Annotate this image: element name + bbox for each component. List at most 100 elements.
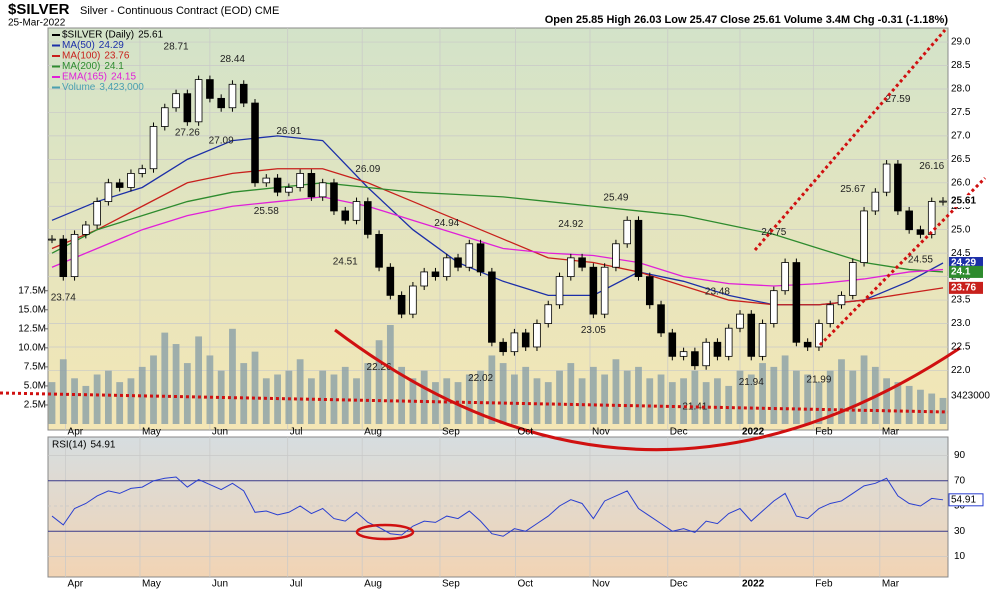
- price-annotation: 27.59: [885, 94, 910, 105]
- volume-bar: [894, 382, 902, 424]
- candle: [600, 266, 609, 315]
- x-tick-label: Aug: [364, 427, 382, 438]
- volume-bar: [792, 370, 800, 424]
- candle: [826, 304, 834, 324]
- x-tick-label: 2022: [742, 427, 765, 438]
- candle: [161, 107, 169, 127]
- candle: [894, 163, 902, 212]
- candle: [465, 243, 474, 268]
- rsi-line: [51, 476, 944, 537]
- candle: [488, 271, 496, 343]
- candle: [172, 93, 180, 109]
- rsi-tick-label: 10: [954, 551, 966, 562]
- x-tick-label: Sep: [442, 427, 460, 438]
- rsi-tick-label: 90: [954, 450, 966, 461]
- value-tag: [949, 195, 983, 208]
- legend-value: 24.1: [104, 61, 124, 72]
- volume-bar: [195, 336, 203, 424]
- volume-bar: [781, 355, 789, 424]
- rsi-panel: [47, 436, 949, 578]
- y-tick-label: 25.0: [951, 224, 971, 235]
- legend-value: 23.76: [104, 51, 129, 62]
- candle: [758, 323, 767, 357]
- rsi-tick-label: 30: [954, 526, 966, 537]
- candle: [149, 126, 158, 170]
- volume-bar: [82, 385, 90, 424]
- rsi-x-tick-label: Sep: [442, 579, 460, 590]
- price-annotation: 23.74: [51, 292, 76, 303]
- volume-bar: [116, 382, 124, 424]
- volume-bar: [364, 363, 372, 424]
- y-tick-label: 23.0: [951, 318, 971, 329]
- candle: [939, 200, 947, 203]
- candle: [397, 294, 406, 315]
- candle: [691, 351, 699, 367]
- volume-bar: [127, 378, 135, 424]
- volume-bar: [296, 359, 304, 424]
- candle: [375, 233, 383, 268]
- price-annotation: 25.67: [840, 184, 865, 195]
- price-annotation: 21.41: [682, 402, 707, 413]
- volume-bar: [477, 370, 484, 424]
- candle: [837, 294, 846, 306]
- candle: [916, 229, 925, 235]
- candle: [273, 177, 282, 193]
- candle: [352, 201, 361, 221]
- rsi-x-tick-label: Feb: [815, 579, 833, 590]
- volume-bar: [928, 393, 936, 424]
- volume-bar: [860, 355, 868, 424]
- volume-bar: [206, 355, 214, 424]
- volume-bar: [240, 363, 248, 424]
- candle: [702, 341, 710, 367]
- volume-tick-label: 17.5M: [18, 285, 46, 296]
- volume-bar: [48, 382, 56, 424]
- candle: [454, 257, 462, 268]
- volume-tag-label: 3423000: [951, 391, 990, 402]
- y-tick-label: 23.5: [951, 295, 971, 306]
- volume-bar: [172, 344, 180, 424]
- price-annotation: 24.94: [434, 218, 459, 229]
- y-tick-label: 29.0: [951, 37, 971, 48]
- value-tag-label: 23.76: [951, 283, 976, 294]
- legend-name: MA(50): [62, 40, 95, 51]
- volume-bar: [71, 378, 78, 424]
- volume-bar: [736, 370, 744, 424]
- rsi-x-tick-label: Aug: [364, 579, 382, 590]
- symbol: $SILVER: [8, 1, 70, 18]
- volume-tick-label: 2.5M: [24, 400, 46, 411]
- volume-bar: [883, 378, 890, 424]
- y-tick-label: 28.5: [951, 60, 971, 71]
- y-tick-label: 24.5: [951, 248, 971, 259]
- price-annotation: 24.92: [558, 219, 583, 230]
- x-tick-label: Jul: [290, 427, 303, 438]
- quote: Open 25.85 High 26.03 Low 25.47 Close 25…: [545, 14, 949, 26]
- volume-bar: [319, 370, 327, 424]
- candle: [183, 93, 192, 123]
- candle: [612, 243, 620, 268]
- ma-line: [51, 196, 944, 287]
- candle: [262, 177, 271, 184]
- volume-bar: [499, 363, 507, 424]
- volume-tick-label: 12.5M: [18, 323, 46, 334]
- candle: [239, 83, 248, 104]
- ma-line: [51, 168, 944, 306]
- volume-bar: [386, 325, 394, 424]
- volume-bar: [488, 355, 496, 424]
- candle: [724, 327, 733, 357]
- volume-bar: [589, 366, 597, 424]
- candle: [567, 257, 575, 278]
- y-tick-label: 28.0: [951, 84, 971, 95]
- rsi-x-tick-label: Jun: [212, 579, 228, 590]
- volume-bar: [680, 378, 687, 424]
- candle: [217, 97, 225, 109]
- volume-bar: [375, 340, 383, 424]
- volume-bar: [826, 370, 834, 424]
- volume-bar: [420, 370, 428, 424]
- candle: [792, 262, 801, 343]
- rsi-name: RSI(14): [52, 440, 86, 451]
- volume-tick-label: 15.0M: [18, 304, 46, 315]
- volume-bar: [262, 378, 270, 424]
- price-annotation: 21.99: [806, 375, 831, 386]
